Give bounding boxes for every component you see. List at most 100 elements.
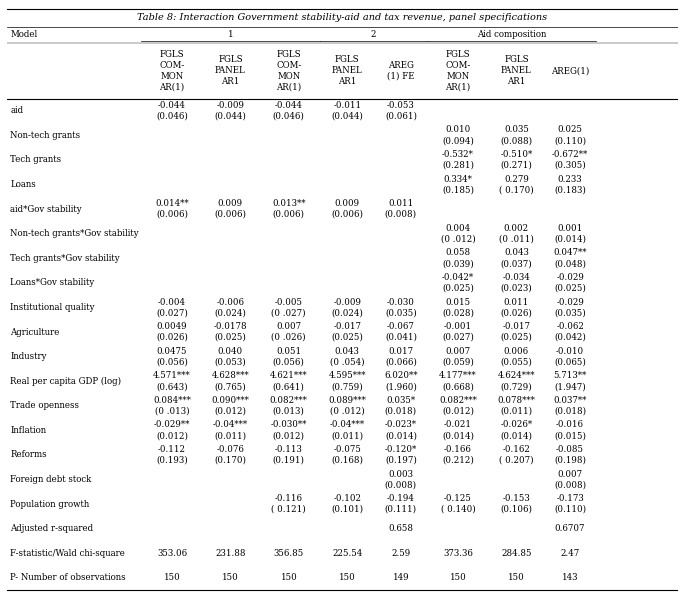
Text: 0.037**
(0.018): 0.037** (0.018) <box>553 396 587 415</box>
Text: -0.113
(0.191): -0.113 (0.191) <box>273 445 305 465</box>
Text: Inflation: Inflation <box>10 426 47 435</box>
Text: 0.025
(0.110): 0.025 (0.110) <box>554 125 586 145</box>
Text: 0.334*
(0.185): 0.334* (0.185) <box>442 175 474 194</box>
Text: 231.88: 231.88 <box>215 548 246 557</box>
Text: -0.005
(0 .027): -0.005 (0 .027) <box>271 297 306 317</box>
Text: 225.54: 225.54 <box>332 548 362 557</box>
Text: Institutional quality: Institutional quality <box>10 303 95 312</box>
Text: -0.021
(0.014): -0.021 (0.014) <box>442 420 474 440</box>
Text: P- Number of observations: P- Number of observations <box>10 573 126 582</box>
Text: -0.030
(0.035): -0.030 (0.035) <box>385 297 416 317</box>
Text: Tech grants*Gov stability: Tech grants*Gov stability <box>10 254 120 262</box>
Text: -0.532*
(0.281): -0.532* (0.281) <box>442 150 474 170</box>
Text: -0.017
(0.025): -0.017 (0.025) <box>332 322 363 342</box>
Text: -0.016
(0.015): -0.016 (0.015) <box>554 420 586 440</box>
Text: -0.075
(0.168): -0.075 (0.168) <box>332 445 363 465</box>
Text: 0.002
(0 .011): 0.002 (0 .011) <box>499 224 534 244</box>
Text: 2: 2 <box>371 30 376 39</box>
Text: 149: 149 <box>393 573 409 582</box>
Text: -0.076
(0.170): -0.076 (0.170) <box>214 445 247 465</box>
Text: 150: 150 <box>339 573 356 582</box>
Text: -0.034
(0.023): -0.034 (0.023) <box>501 273 532 293</box>
Text: 373.36: 373.36 <box>443 548 473 557</box>
Text: 0.058
(0.039): 0.058 (0.039) <box>442 249 474 268</box>
Text: 150: 150 <box>508 573 525 582</box>
Text: Non-tech grants*Gov stability: Non-tech grants*Gov stability <box>10 229 139 238</box>
Text: FGLS
COM-
MON
AR(1): FGLS COM- MON AR(1) <box>445 50 471 92</box>
Text: 5.713**
(1.947): 5.713** (1.947) <box>553 371 586 391</box>
Text: 0.011
(0.008): 0.011 (0.008) <box>385 199 417 219</box>
Text: -0.053
(0.061): -0.053 (0.061) <box>385 101 417 120</box>
Text: 353.06: 353.06 <box>157 548 187 557</box>
Text: 4.177***
(0.668): 4.177*** (0.668) <box>439 371 477 391</box>
Text: 0.043
(0 .054): 0.043 (0 .054) <box>330 347 364 367</box>
Text: -0.017
(0.025): -0.017 (0.025) <box>501 322 532 342</box>
Text: 0.084***
(0 .013): 0.084*** (0 .013) <box>153 396 191 415</box>
Text: 150: 150 <box>222 573 239 582</box>
Text: 0.015
(0.028): 0.015 (0.028) <box>442 297 474 317</box>
Text: -0.672**
(0.305): -0.672** (0.305) <box>552 150 588 170</box>
Text: Model: Model <box>10 30 38 39</box>
Text: Population growth: Population growth <box>10 500 90 509</box>
Text: -0.009
(0.024): -0.009 (0.024) <box>332 297 363 317</box>
Text: 1: 1 <box>227 30 233 39</box>
Text: -0.153
(0.106): -0.153 (0.106) <box>500 494 532 514</box>
Text: 0.078***
(0.011): 0.078*** (0.011) <box>497 396 535 415</box>
Text: -0.116
( 0.121): -0.116 ( 0.121) <box>271 494 306 514</box>
Text: Tech grants: Tech grants <box>10 155 62 164</box>
Text: Aid composition: Aid composition <box>477 30 547 39</box>
Text: -0.044
(0.046): -0.044 (0.046) <box>273 101 305 120</box>
Text: FGLS
PANEL
AR1: FGLS PANEL AR1 <box>501 55 532 86</box>
Text: -0.067
(0.041): -0.067 (0.041) <box>385 322 417 342</box>
Text: 4.571***
(0.643): 4.571*** (0.643) <box>153 371 191 391</box>
Text: 0.233
(0.183): 0.233 (0.183) <box>554 175 586 194</box>
Text: 143: 143 <box>562 573 578 582</box>
Text: 4.628***
(0.765): 4.628*** (0.765) <box>212 371 249 391</box>
Text: -0.004
(0.027): -0.004 (0.027) <box>156 297 188 317</box>
Text: 150: 150 <box>280 573 297 582</box>
Text: AREG
(1) FE: AREG (1) FE <box>387 61 414 81</box>
Text: -0.162
( 0.207): -0.162 ( 0.207) <box>499 445 534 465</box>
Text: 356.85: 356.85 <box>274 548 304 557</box>
Text: 0.013**
(0.006): 0.013** (0.006) <box>272 199 306 219</box>
Text: -0.125
( 0.140): -0.125 ( 0.140) <box>440 494 475 514</box>
Text: -0.023*
(0.014): -0.023* (0.014) <box>385 420 417 440</box>
Text: 0.0049
(0.026): 0.0049 (0.026) <box>156 322 188 342</box>
Text: 0.009
(0.006): 0.009 (0.006) <box>332 199 363 219</box>
Text: 0.014**
(0.006): 0.014** (0.006) <box>155 199 189 219</box>
Text: FGLS
PANEL
AR1: FGLS PANEL AR1 <box>215 55 246 86</box>
Text: 150: 150 <box>164 573 180 582</box>
Text: 0.007
(0.008): 0.007 (0.008) <box>554 470 586 489</box>
Text: 0.017
(0.066): 0.017 (0.066) <box>385 347 417 367</box>
Text: AREG(1): AREG(1) <box>551 66 589 75</box>
Text: Reforms: Reforms <box>10 450 47 459</box>
Text: Industry: Industry <box>10 352 47 361</box>
Text: 0.082***
(0.013): 0.082*** (0.013) <box>270 396 308 415</box>
Text: aid: aid <box>10 107 23 116</box>
Text: 0.004
(0 .012): 0.004 (0 .012) <box>440 224 475 244</box>
Text: 4.624***
(0.729): 4.624*** (0.729) <box>497 371 535 391</box>
Text: Real per capita GDP (log): Real per capita GDP (log) <box>10 377 121 386</box>
Text: 2.47: 2.47 <box>560 548 580 557</box>
Text: -0.173
(0.110): -0.173 (0.110) <box>554 494 586 514</box>
Text: Trade openness: Trade openness <box>10 402 79 410</box>
Text: -0.085
(0.198): -0.085 (0.198) <box>554 445 586 465</box>
Text: F-statistic/Wald chi-square: F-statistic/Wald chi-square <box>10 548 125 557</box>
Text: 0.089***
(0 .012): 0.089*** (0 .012) <box>328 396 366 415</box>
Text: 0.047**
(0.048): 0.047** (0.048) <box>553 249 587 268</box>
Text: -0.011
(0.044): -0.011 (0.044) <box>332 101 363 120</box>
Text: 0.040
(0.053): 0.040 (0.053) <box>214 347 247 367</box>
Text: -0.029
(0.025): -0.029 (0.025) <box>554 273 586 293</box>
Text: -0.029**
(0.012): -0.029** (0.012) <box>154 420 190 440</box>
Text: -0.001
(0.027): -0.001 (0.027) <box>442 322 474 342</box>
Text: -0.04***
(0.011): -0.04*** (0.011) <box>329 420 364 440</box>
Text: -0.010
(0.065): -0.010 (0.065) <box>554 347 586 367</box>
Text: -0.009
(0.044): -0.009 (0.044) <box>214 101 247 120</box>
Text: aid*Gov stability: aid*Gov stability <box>10 205 82 214</box>
Text: 0.090***
(0.012): 0.090*** (0.012) <box>212 396 249 415</box>
Text: -0.194
(0.111): -0.194 (0.111) <box>385 494 417 514</box>
Text: 4.595***
(0.759): 4.595*** (0.759) <box>328 371 366 391</box>
Text: -0.006
(0.024): -0.006 (0.024) <box>214 297 247 317</box>
Text: 0.6707: 0.6707 <box>555 524 585 533</box>
Text: 284.85: 284.85 <box>501 548 532 557</box>
